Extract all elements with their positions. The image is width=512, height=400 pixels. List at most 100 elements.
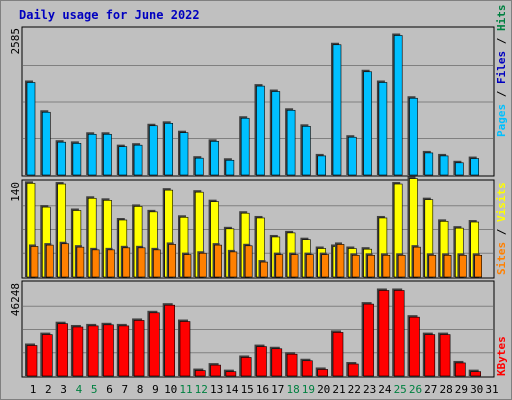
bar-sites-day-5 (91, 249, 100, 278)
svg-text:Sites / Visits: Sites / Visits (495, 182, 508, 275)
bar-pages-day-27 (424, 152, 434, 176)
bar-pages-day-25 (393, 35, 403, 176)
bar-kbytes-day-12 (195, 370, 206, 377)
x-tick-label-24: 24 (378, 383, 392, 396)
bar-pages-day-18 (286, 109, 296, 176)
bar-kbytes-day-14 (225, 371, 237, 377)
bar-sites-day-6 (107, 249, 115, 278)
bar-pages-day-8 (133, 144, 143, 176)
bar-pages-day-30 (470, 158, 480, 176)
x-tick-label-23: 23 (363, 383, 376, 396)
bar-pages-day-13 (210, 141, 219, 176)
bar-kbytes-day-28 (439, 334, 451, 377)
bar-pages-day-12 (195, 157, 204, 176)
bar-kbytes-day-23 (363, 303, 374, 377)
bar-sites-day-30 (474, 254, 483, 278)
bar-kbytes-day-2 (41, 334, 53, 377)
bar-pages-day-9 (149, 125, 158, 176)
legend-bottom: KBytes (495, 336, 508, 376)
x-tick-label-20: 20 (317, 383, 330, 396)
legend-visits: Visits (495, 182, 508, 222)
x-tick-label-6: 6 (106, 383, 113, 396)
bar-kbytes-day-7 (118, 325, 130, 377)
legend-kbytes: KBytes (495, 336, 508, 376)
x-tick-label-19: 19 (302, 383, 315, 396)
bar-sites-day-12 (199, 252, 207, 278)
panel-middle-ymax-label: 140 (9, 182, 22, 202)
x-tick-label-30: 30 (470, 383, 483, 396)
bar-kbytes-day-15 (240, 357, 252, 377)
bar-pages-day-4 (72, 143, 82, 176)
bar-sites-day-1 (30, 246, 39, 278)
x-tick-labels: 1 2 3 4 5 6 7 8 9 10 11 12 13 14 15 16 17 18 19 20 21 22 23 24 2… (30, 383, 499, 396)
bar-sites-day-17 (275, 254, 284, 278)
bar-pages-day-2 (41, 111, 51, 176)
bar-pages-day-21 (332, 44, 342, 176)
bar-kbytes-day-9 (149, 312, 160, 377)
x-tick-label-15: 15 (241, 383, 254, 396)
bar-kbytes-day-16 (256, 346, 267, 377)
x-tick-label-5: 5 (91, 383, 98, 396)
bar-kbytes-day-18 (286, 353, 298, 377)
bar-kbytes-day-3 (57, 323, 68, 377)
legend-hits: Hits (495, 5, 508, 32)
x-tick-label-29: 29 (455, 383, 468, 396)
bar-kbytes-day-21 (332, 332, 344, 377)
x-tick-label-17: 17 (271, 383, 284, 396)
bar-pages-day-15 (240, 117, 250, 176)
bar-sites-day-25 (397, 254, 406, 278)
bar-sites-day-13 (214, 244, 222, 278)
bar-kbytes-day-13 (210, 364, 221, 377)
svg-text:KBytes: KBytes (495, 336, 508, 376)
bar-kbytes-day-22 (347, 363, 359, 377)
bar-pages-day-3 (57, 141, 66, 176)
x-tick-label-25: 25 (394, 383, 407, 396)
bar-kbytes-day-1 (26, 345, 38, 377)
x-tick-label-18: 18 (286, 383, 299, 396)
bar-kbytes-day-29 (455, 362, 466, 377)
x-tick-label-31: 31 (485, 383, 498, 396)
bar-pages-day-6 (103, 133, 112, 176)
panel-top-ymax-label: 2585 (9, 28, 22, 55)
bar-sites-day-29 (459, 254, 467, 278)
bar-pages-day-7 (118, 146, 128, 176)
bar-kbytes-day-6 (103, 324, 114, 377)
bar-sites-day-9 (153, 249, 161, 278)
bar-sites-day-8 (137, 247, 146, 278)
chart-title: Daily usage for June 2022 (19, 8, 200, 22)
bar-sites-day-22 (351, 254, 360, 278)
panel-bottom-ymax-label: 46248 (9, 283, 22, 316)
bar-pages-day-17 (271, 91, 281, 176)
legend-files: Files (495, 51, 508, 84)
bar-kbytes-day-5 (87, 325, 99, 377)
bar-kbytes-day-4 (72, 326, 84, 377)
svg-text:Pages / Files / Hits: Pages / Files / Hits (495, 5, 508, 138)
bar-sites-day-19 (306, 254, 314, 278)
bars-layer (25, 33, 483, 377)
bar-sites-day-23 (367, 254, 375, 278)
bar-sites-day-11 (183, 254, 192, 278)
x-tick-label-7: 7 (121, 383, 128, 396)
bar-kbytes-day-10 (164, 304, 175, 377)
x-tick-label-22: 22 (348, 383, 361, 396)
bar-sites-day-3 (61, 243, 69, 278)
bar-pages-day-20 (317, 155, 327, 176)
bar-sites-day-10 (168, 244, 176, 278)
bar-pages-day-5 (87, 133, 97, 176)
legend-sites: Sites (495, 242, 508, 275)
bar-pages-day-23 (363, 71, 372, 176)
bar-pages-day-10 (164, 123, 173, 176)
bar-sites-day-18 (290, 254, 299, 278)
x-tick-label-1: 1 (30, 383, 37, 396)
bar-pages-day-11 (179, 132, 189, 176)
x-tick-label-11: 11 (179, 383, 192, 396)
x-tick-label-14: 14 (225, 383, 239, 396)
bar-sites-day-14 (229, 251, 238, 278)
bar-pages-day-29 (455, 162, 464, 176)
bar-pages-day-24 (378, 82, 388, 176)
bar-kbytes-day-20 (317, 369, 329, 377)
x-tick-label-9: 9 (152, 383, 159, 396)
bar-sites-day-27 (428, 254, 437, 278)
x-tick-label-27: 27 (424, 383, 437, 396)
bar-sites-day-24 (382, 254, 391, 278)
